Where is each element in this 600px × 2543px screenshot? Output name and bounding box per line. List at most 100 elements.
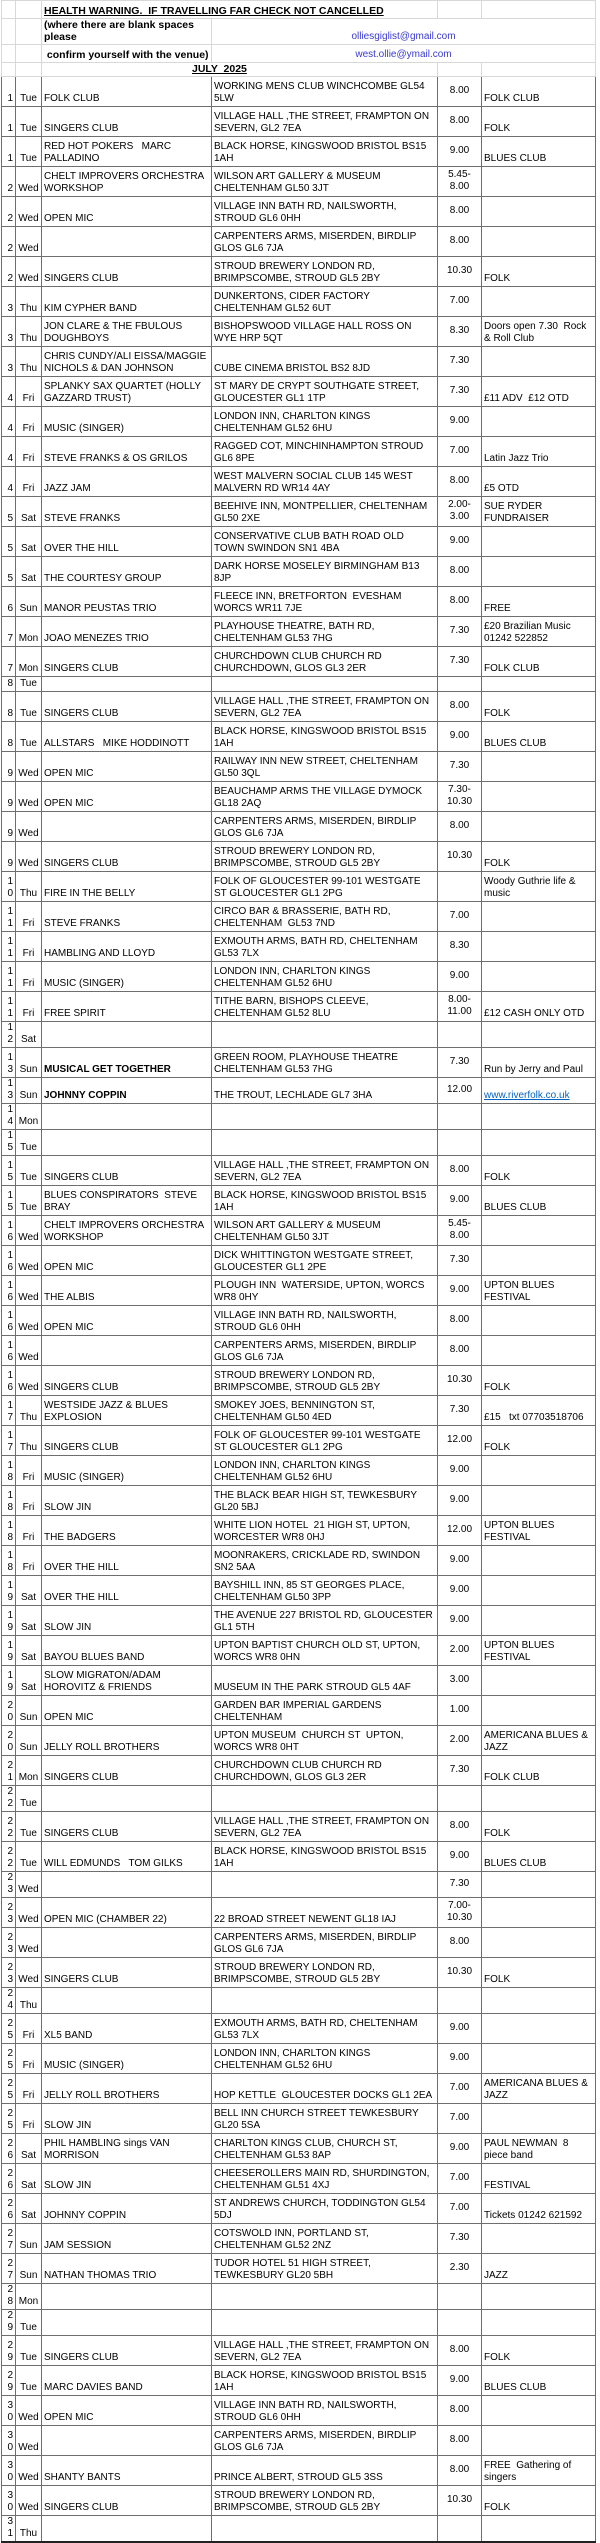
time-cell: 9.00 xyxy=(437,1545,482,1576)
time-cell: 8.00 xyxy=(437,2395,482,2426)
day-number-cell: 25 xyxy=(1,2103,16,2134)
day-name-cell: Thu xyxy=(15,2515,42,2543)
note-cell xyxy=(481,1129,596,1156)
act-cell: SINGERS CLUB xyxy=(41,1155,212,1186)
venue-cell xyxy=(211,2283,438,2310)
day-number-cell: 5 xyxy=(1,526,16,557)
gig-row: 26 Sat JOHNNY COPPIN ST ANDREWS CHURCH, … xyxy=(1,2193,596,2224)
day-number-cell: 26 xyxy=(1,2163,16,2194)
day-name-cell: Fri xyxy=(15,436,42,467)
gig-row: 8 Tue ALLSTARS MIKE HODDINOTT BLACK HORS… xyxy=(1,721,596,752)
act-cell xyxy=(41,1785,212,1812)
act-cell: STEVE FRANKS xyxy=(41,496,212,527)
act-cell: FREE SPIRIT xyxy=(41,991,212,1022)
note-cell: £12 CASH ONLY OTD xyxy=(481,991,596,1022)
day-name-cell: Fri xyxy=(15,991,42,1022)
blank-spaces-note-line2: confirm yourself with the venue) xyxy=(41,44,212,63)
note-cell xyxy=(481,2515,596,2543)
gig-row: 20 Sun JELLY ROLL BROTHERS UPTON MUSEUM … xyxy=(1,1725,596,1756)
day-number-cell: 6 xyxy=(1,586,16,617)
note-cell xyxy=(481,781,596,812)
act-cell: OPEN MIC xyxy=(41,1695,212,1726)
act-cell: OPEN MIC xyxy=(41,781,212,812)
day-name-cell: Sun xyxy=(15,1077,42,1104)
act-cell: OPEN MIC xyxy=(41,2395,212,2426)
note-cell xyxy=(481,1665,596,1696)
venue-cell: WHITE LION HOTEL 21 HIGH ST, UPTON, WORC… xyxy=(211,1515,438,1546)
note-cell xyxy=(481,931,596,962)
venue-cell: ST ANDREWS CHURCH, TODDINGTON GL54 5DJ xyxy=(211,2193,438,2224)
venue-cell: TUDOR HOTEL 51 HIGH STREET, TEWKESBURY G… xyxy=(211,2253,438,2284)
venue-cell: DUNKERTONS, CIDER FACTORY CHELTENHAM GL5… xyxy=(211,286,438,317)
day-name-cell: Tue xyxy=(15,106,42,137)
act-cell: THE BADGERS xyxy=(41,1515,212,1546)
venue-cell: THE AVENUE 227 BRISTOL RD, GLOUCESTER GL… xyxy=(211,1605,438,1636)
gig-row: 15 Tue SINGERS CLUB VILLAGE HALL ,THE ST… xyxy=(1,1155,596,1186)
venue-cell: VILLAGE HALL ,THE STREET, FRAMPTON ON SE… xyxy=(211,2335,438,2366)
act-cell: OVER THE HILL xyxy=(41,526,212,557)
act-cell: SLOW JIN xyxy=(41,2163,212,2194)
time-cell: 7.30 xyxy=(437,346,482,377)
day-name-cell: Mon xyxy=(15,1103,42,1130)
day-number-cell: 16 xyxy=(1,1365,16,1396)
venue-cell: BELL INN CHURCH STREET TEWKESBURY GL20 5… xyxy=(211,2103,438,2134)
act-cell: XL5 BAND xyxy=(41,2013,212,2044)
gig-row: 14 Mon xyxy=(1,1103,596,1130)
gig-row: 27 Sun NATHAN THOMAS TRIO TUDOR HOTEL 51… xyxy=(1,2253,596,2284)
venue-cell: RAGGED COT, MINCHINHAMPTON STROUD GL6 8P… xyxy=(211,436,438,467)
act-cell: BLUES CONSPIRATORS STEVE BRAY xyxy=(41,1185,212,1216)
day-number-cell: 19 xyxy=(1,1635,16,1666)
time-cell: 7.30 xyxy=(437,376,482,407)
time-cell: 8.00 xyxy=(437,1155,482,1186)
act-cell xyxy=(41,811,212,842)
day-name-cell: Wed xyxy=(15,2395,42,2426)
note-cell: Woody Guthrie life & music xyxy=(481,871,596,902)
time-cell xyxy=(437,871,482,902)
venue-cell: VILLAGE HALL ,THE STREET, FRAMPTON ON SE… xyxy=(211,1811,438,1842)
email-link-secondary[interactable]: west.ollie@ymail.com xyxy=(355,49,452,60)
venue-cell: STROUD BREWERY LONDON RD, BRIMPSCOMBE, S… xyxy=(211,2485,438,2516)
gig-row: 18 Fri OVER THE HILL MOONRAKERS, CRICKLA… xyxy=(1,1545,596,1576)
note-cell: BLUES CLUB xyxy=(481,1841,596,1872)
day-name-cell: Tue xyxy=(15,2365,42,2396)
time-cell: 9.00 xyxy=(437,1275,482,1306)
gig-row: 18 Fri THE BADGERS WHITE LION HOTEL 21 H… xyxy=(1,1515,596,1546)
venue-cell xyxy=(211,1785,438,1812)
venue-cell: LONDON INN, CHARLTON KINGS CHELTENHAM GL… xyxy=(211,2043,438,2074)
venue-cell: CARPENTERS ARMS, MISERDEN, BIRDLIP GLOS … xyxy=(211,2425,438,2456)
note-cell xyxy=(481,2013,596,2044)
riverfolk-link[interactable]: www.riverfolk.co.uk xyxy=(484,1090,570,1101)
time-cell xyxy=(437,1987,482,2014)
day-name-cell: Wed xyxy=(15,1897,42,1928)
act-cell: SLOW MIGRATON/ADAM HOROVITZ & FRIENDS xyxy=(41,1665,212,1696)
venue-cell: MOONRAKERS, CRICKLADE RD, SWINDON SN2 5A… xyxy=(211,1545,438,1576)
gig-row: 8 Tue SINGERS CLUB VILLAGE HALL ,THE STR… xyxy=(1,691,596,722)
email-link-primary[interactable]: olliesgiglist@gmail.com xyxy=(351,31,456,42)
gig-row: 23 Wed 7.30 xyxy=(1,1871,596,1898)
time-cell: 2.00- 3.00 xyxy=(437,496,482,527)
act-cell xyxy=(41,1871,212,1898)
blank-spaces-note-line1: (where there are blank spaces please xyxy=(41,18,212,45)
venue-cell: UPTON MUSEUM CHURCH ST UPTON, WORCS WR8 … xyxy=(211,1725,438,1756)
gig-row: 1 Tue SINGERS CLUB VILLAGE HALL ,THE STR… xyxy=(1,106,596,137)
day-number-cell: 13 xyxy=(1,1047,16,1078)
day-name-cell: Wed xyxy=(15,1275,42,1306)
act-cell: JOHNNY COPPIN xyxy=(41,2193,212,2224)
note-cell: FESTIVAL xyxy=(481,2163,596,2194)
time-cell: 9.00 xyxy=(437,1485,482,1516)
act-cell xyxy=(41,1129,212,1156)
gig-row: 31 Thu xyxy=(1,2515,596,2543)
day-name-cell: Thu xyxy=(15,1987,42,2014)
note-cell xyxy=(481,2425,596,2456)
time-cell: 5.45- 8.00 xyxy=(437,166,482,197)
day-name-cell: Thu xyxy=(15,286,42,317)
day-name-cell: Tue xyxy=(15,1185,42,1216)
act-cell: SINGERS CLUB xyxy=(41,1755,212,1786)
time-cell: 7.00 xyxy=(437,901,482,932)
gig-row: 30 Wed SHANTY BANTS PRINCE ALBERT, STROU… xyxy=(1,2455,596,2486)
gig-row: 25 Fri SLOW JIN BELL INN CHURCH STREET T… xyxy=(1,2103,596,2134)
venue-cell: CHURCHDOWN CLUB CHURCH RD CHURCHDOWN, GL… xyxy=(211,1755,438,1786)
day-name-cell: Fri xyxy=(15,901,42,932)
gig-row: 29 Tue MARC DAVIES BAND BLACK HORSE, KIN… xyxy=(1,2365,596,2396)
act-cell: JAM SESSION xyxy=(41,2223,212,2254)
